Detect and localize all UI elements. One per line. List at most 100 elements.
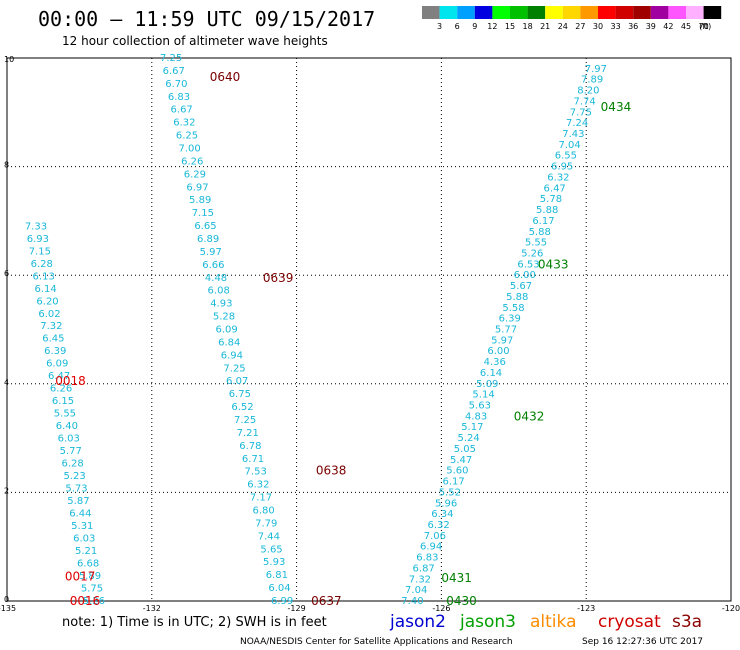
- x-tick-label: -126: [432, 604, 450, 613]
- satellite-altika: altika: [530, 612, 577, 632]
- wave-height-value: 7.24: [566, 118, 588, 129]
- wave-height-value: 5.55: [54, 409, 76, 420]
- wave-height-value: 6.71: [242, 454, 264, 465]
- pass-time-label: 0016: [70, 594, 101, 608]
- wave-height-value: 7.00: [178, 144, 200, 155]
- wave-height-value: 6.39: [499, 314, 521, 325]
- wave-height-value: 7.74: [573, 96, 595, 107]
- wave-height-value: 5.05: [454, 444, 476, 455]
- legend-label: 36: [628, 22, 638, 31]
- legend-label: 12: [487, 22, 497, 31]
- wave-height-value: 7.53: [245, 467, 267, 478]
- wave-height-value: 5.75: [81, 584, 103, 595]
- wave-height-value: 6.15: [52, 396, 74, 407]
- wave-height-value: 6.07: [226, 376, 248, 387]
- wave-height-value: 5.97: [200, 247, 222, 258]
- wave-height-value: 7.21: [237, 428, 259, 439]
- wave-height-value: 7.44: [258, 531, 280, 542]
- wave-height-value: 7.15: [192, 208, 214, 219]
- plot-frame: [6, 57, 732, 602]
- wave-height-value: 7.25: [223, 363, 245, 374]
- legend-swatch: [580, 6, 598, 19]
- pass-time-label: 0434: [601, 100, 632, 114]
- wave-height-value: 6.95: [551, 162, 573, 173]
- wave-height-value: 4.83: [465, 411, 487, 422]
- wave-height-value: 7.40: [401, 596, 423, 607]
- footer-timestamp: Sep 16 12:27:36 UTC 2017: [582, 637, 703, 647]
- legend-swatch: [598, 6, 616, 19]
- legend-label: 27: [575, 22, 585, 31]
- wave-height-value: 5.26: [83, 596, 105, 607]
- wave-height-value: 5.88: [536, 205, 558, 216]
- wave-height-value: 6.25: [176, 131, 198, 142]
- wave-height-value: 5.17: [461, 422, 483, 433]
- legend-label: 45: [681, 22, 691, 31]
- satellite-jason3: jason3: [459, 612, 516, 632]
- wave-height-value: 6.20: [36, 296, 58, 307]
- pass-time-label: 0017: [65, 570, 96, 584]
- track-track-b: 7.25 6.67 6.70 6.83 6.67 6.32 6.25 7.006.26 6.29…: [160, 53, 293, 607]
- wave-height-value: 6.09: [46, 359, 68, 370]
- wave-height-value: 6.84: [218, 337, 240, 348]
- wave-height-value: 5.58: [502, 303, 524, 314]
- wave-height-value: 6.00: [487, 346, 509, 357]
- legend-label: 3: [437, 22, 442, 31]
- legend-label: 30: [593, 22, 603, 31]
- wave-height-value: 5.87: [67, 496, 89, 507]
- wave-height-value: 5.63: [469, 401, 491, 412]
- wave-height-value: 5.52: [439, 487, 461, 498]
- x-tick-label: -135: [0, 604, 16, 613]
- wave-height-value: 5.77: [60, 446, 82, 457]
- legend-swatch: [633, 6, 651, 19]
- x-tick-label: -123: [577, 604, 595, 613]
- wave-height-value: 8.20: [577, 86, 599, 97]
- legend-label: 6: [455, 22, 460, 31]
- legend-label: 21: [540, 22, 550, 31]
- wave-height-value: 6.39: [44, 346, 66, 357]
- wave-height-value: 5.89: [189, 195, 211, 206]
- wave-height-value: 7.89: [581, 75, 603, 86]
- pass-time-label: 0431: [441, 571, 472, 585]
- wave-height-value: 6.17: [442, 477, 464, 488]
- wave-height-value: 6.47: [48, 371, 70, 382]
- legend-swatch: [510, 6, 528, 19]
- legend-label: 9: [472, 22, 477, 31]
- wave-height-value: 6.83: [416, 553, 438, 564]
- legend-label: 70: [699, 22, 709, 31]
- plot-area: 0 2 4 6 8 10 -135 -132 -129 -126 -123 -120 7.33 6.9…: [0, 53, 740, 613]
- legend-swatch: [527, 6, 546, 19]
- x-tick-label: -132: [143, 604, 161, 613]
- wave-height-value: 6.04: [268, 583, 290, 594]
- wave-height-value: 6.28: [31, 259, 53, 270]
- wave-height-value: 6.02: [38, 309, 60, 320]
- y-tick-label: 0: [4, 595, 9, 604]
- pass-time-label: 0018: [55, 374, 86, 388]
- y-tick-label: 8: [4, 161, 9, 170]
- satellite-jason2: jason2: [389, 612, 446, 632]
- wave-height-value: 6.03: [58, 434, 80, 445]
- x-tick-label: -120: [722, 604, 740, 613]
- wave-height-value: 6.14: [34, 284, 56, 295]
- wave-height-value: 5.24: [457, 433, 479, 444]
- wave-height-value: 5.96: [435, 498, 457, 509]
- wave-height-value: 6.66: [202, 260, 224, 271]
- footer-credit: NOAA/NESDIS Center for Satellite Applica…: [240, 637, 513, 647]
- pass-time-label: 0639: [263, 271, 294, 285]
- wave-height-value: 6.53: [517, 259, 539, 270]
- y-tick-label: 6: [4, 269, 9, 278]
- legend-label: 39: [646, 22, 656, 31]
- altimeter-tracks: 7.336.937.156.286.136.146.206.027.326.45…: [25, 53, 607, 607]
- wave-height-value: 7.33: [25, 221, 47, 232]
- wave-height-value: 6.44: [69, 509, 91, 520]
- wave-height-value: 5.93: [263, 557, 285, 568]
- wave-height-value: 5.65: [260, 544, 282, 555]
- legend-swatch: [703, 6, 722, 19]
- wave-height-value: 6.68: [77, 559, 99, 570]
- legend-label: 42: [663, 22, 673, 31]
- wave-height-value: 6.17: [532, 216, 554, 227]
- wave-height-value: 7.75: [570, 107, 592, 118]
- y-tick-labels: 0 2 4 6 8 10: [4, 55, 14, 604]
- wave-height-value: 7.97: [585, 64, 607, 75]
- wave-height-value: 6.40: [56, 421, 78, 432]
- wave-height-value: 7.32: [409, 574, 431, 585]
